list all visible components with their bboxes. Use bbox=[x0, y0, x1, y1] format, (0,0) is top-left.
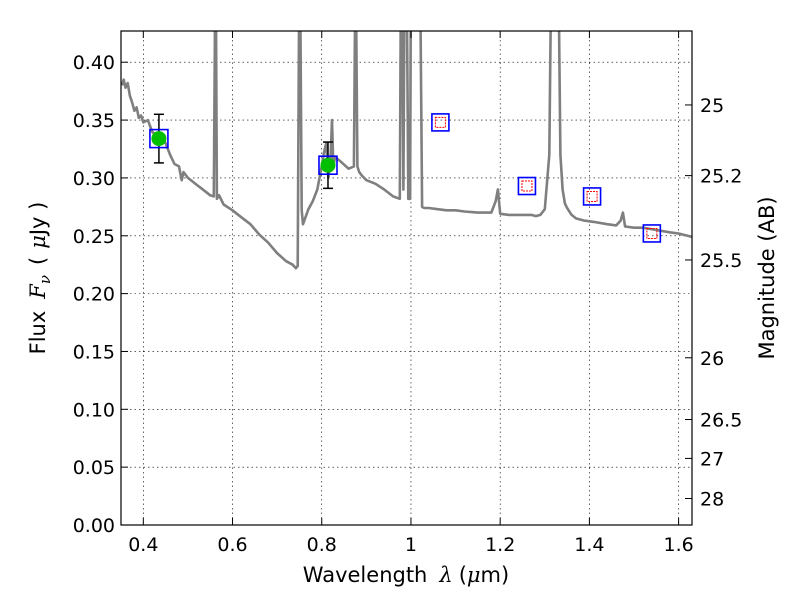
model-flux-inner bbox=[586, 190, 598, 202]
x-tick-label: 1 bbox=[405, 534, 417, 556]
model-flux-inner bbox=[646, 227, 658, 239]
y-tick-label: 0.30 bbox=[73, 168, 115, 190]
spectrum-line bbox=[121, 31, 692, 270]
magnitude-tick-label: 28 bbox=[700, 488, 724, 510]
y-axis: 0.00 0.05 0.10 0.15 0.20 0.25 0.30 0.35 0.40 bbox=[73, 52, 128, 537]
model-flux-box bbox=[642, 224, 662, 243]
y-tick-label: 0.10 bbox=[73, 399, 115, 421]
magnitude-tick-label: 25.5 bbox=[700, 250, 742, 272]
y-tick-label: 0.25 bbox=[73, 226, 115, 248]
x-tick-label: 1.6 bbox=[664, 534, 694, 556]
y-tick-label: 0.20 bbox=[73, 284, 115, 306]
magnitude-tick-label: 25.2 bbox=[700, 166, 742, 188]
x-tick-label: 0.8 bbox=[307, 534, 337, 556]
x-tick-label: 0.4 bbox=[128, 534, 158, 556]
magnitude-tick-label: 25 bbox=[700, 95, 724, 117]
model-flux-box bbox=[431, 113, 450, 132]
series-layer bbox=[121, 31, 692, 270]
y-tick-label: 0.05 bbox=[73, 457, 115, 479]
x-axis-label: Wavelength λ (μm) bbox=[303, 563, 509, 587]
y-tick-label: 0.35 bbox=[73, 110, 115, 132]
observed-flux-box bbox=[149, 128, 169, 149]
magnitude-tick-label: 26 bbox=[700, 348, 724, 370]
model-flux-box bbox=[582, 187, 602, 206]
observed-flux-box bbox=[318, 155, 338, 176]
y-tick-label: 0.40 bbox=[73, 52, 115, 74]
model-flux-box bbox=[517, 176, 537, 196]
x-axis: 0.4 0.6 0.8 1 1.2 1.4 1.6 bbox=[128, 31, 694, 556]
observed-flux-point bbox=[320, 157, 336, 173]
x-tick-label: 0.6 bbox=[217, 534, 247, 556]
magnitude-tick-label: 26.5 bbox=[700, 409, 742, 431]
model-flux-inner bbox=[434, 116, 446, 128]
y-axis-label: FluxFν(μJy ) bbox=[26, 202, 54, 355]
model-flux-inner bbox=[521, 180, 533, 192]
y-tick-label: 0.15 bbox=[73, 341, 115, 363]
magnitude-axis-label: Magnitude (AB) bbox=[755, 196, 779, 359]
y-tick-label: 0.00 bbox=[73, 515, 115, 537]
observed-flux-point bbox=[151, 131, 167, 147]
x-tick-label: 1.4 bbox=[574, 534, 604, 556]
x-tick-label: 1.2 bbox=[485, 534, 515, 556]
plot-frame bbox=[120, 30, 693, 526]
magnitude-axis: 25 25.2 25.5 26 26.5 27 28 bbox=[685, 95, 742, 510]
magnitude-tick-label: 27 bbox=[700, 448, 724, 470]
